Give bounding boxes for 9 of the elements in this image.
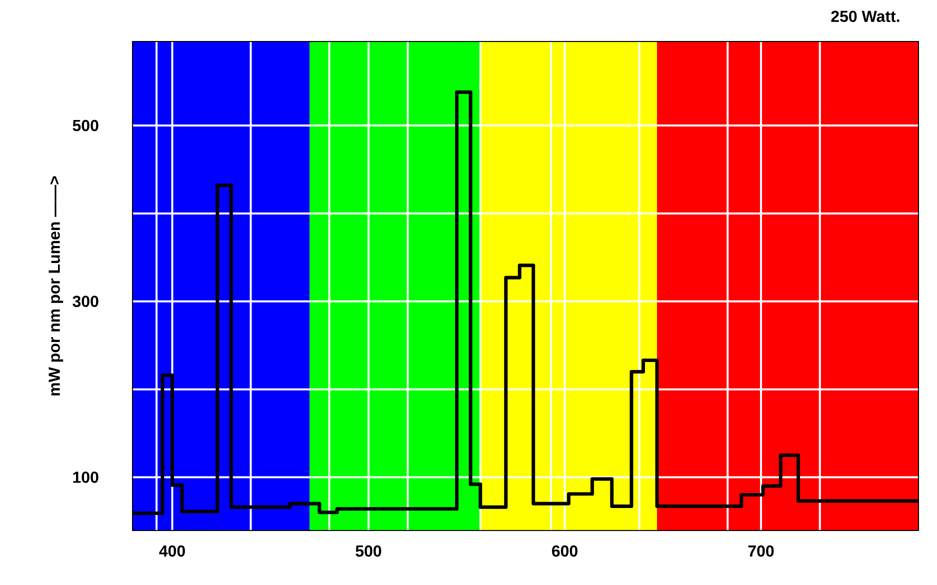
y-tick-label: 500 (72, 120, 98, 132)
x-tick-label: 500 (356, 545, 382, 557)
y-tick-label: 100 (73, 472, 98, 483)
y-axis-title: mW por nm por Lumen ——> (48, 176, 64, 396)
chart-title: 250 Watt. (831, 10, 900, 22)
x-tick-label: 700 (748, 545, 774, 557)
x-tick-label: 400 (159, 545, 185, 557)
y-tick-label: 300 (72, 296, 98, 308)
x-tick-label: 600 (552, 545, 578, 557)
